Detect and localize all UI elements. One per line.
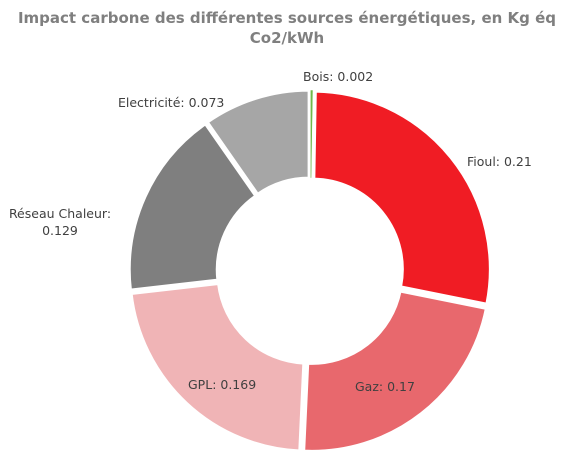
data-label: Bois: 0.002 <box>303 69 374 84</box>
data-label: Gaz: 0.17 <box>355 379 415 394</box>
donut-slice <box>312 89 492 306</box>
data-label: GPL: 0.169 <box>188 377 257 392</box>
donut-slice <box>127 121 258 292</box>
donut-slice <box>205 88 311 197</box>
donut-slice <box>302 289 489 452</box>
chart-title: Impact carbone des différentes sources é… <box>17 9 557 47</box>
data-label: Fioul: 0.21 <box>467 154 532 169</box>
donut-slice <box>129 281 306 452</box>
data-label: Réseau Chaleur: 0.129 <box>8 206 112 238</box>
data-label: Electricité: 0.073 <box>118 95 225 110</box>
